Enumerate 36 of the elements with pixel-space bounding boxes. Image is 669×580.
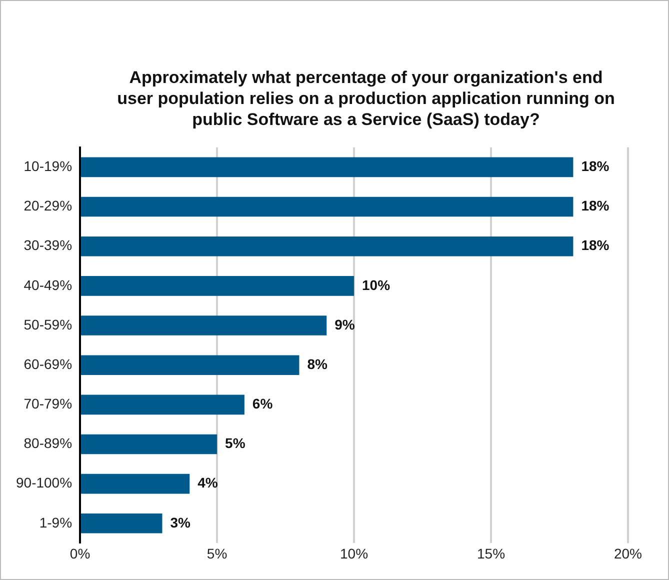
bar bbox=[81, 316, 327, 336]
data-label: 3% bbox=[170, 514, 192, 530]
y-tick-label: 40-49% bbox=[24, 276, 72, 293]
x-tick-label: 5% bbox=[206, 545, 228, 562]
data-label: 4% bbox=[198, 474, 218, 491]
y-tick-label: 10-19% bbox=[24, 158, 72, 174]
data-label: 6% bbox=[252, 396, 274, 412]
y-tick-label: 20-29% bbox=[24, 198, 72, 214]
bar bbox=[81, 434, 218, 454]
data-label: 18% bbox=[581, 237, 610, 254]
bar bbox=[81, 196, 574, 217]
bar bbox=[81, 276, 354, 296]
data-label: 18% bbox=[581, 198, 610, 214]
bar bbox=[81, 157, 574, 178]
bar bbox=[81, 474, 190, 494]
data-label: 18% bbox=[581, 158, 610, 174]
chart-title: Approximately what percentage of your organization's end user population relies on a production application running on public Software as a Service (SaaS) today? bbox=[116, 67, 616, 130]
y-tick-label: 60-69% bbox=[24, 356, 72, 372]
bar bbox=[81, 514, 162, 534]
y-tick-label: 50-59% bbox=[24, 316, 72, 332]
y-tick-label: 1-9% bbox=[39, 514, 72, 530]
data-label: 5% bbox=[225, 435, 246, 452]
data-label: 8% bbox=[307, 356, 328, 372]
x-tick-label: 15% bbox=[476, 545, 506, 562]
x-tick-label: 0% bbox=[70, 545, 90, 562]
data-label: 10% bbox=[362, 276, 391, 293]
y-tick-label: 90-100% bbox=[16, 474, 72, 491]
y-tick-label: 30-39% bbox=[24, 237, 72, 254]
bar bbox=[81, 236, 574, 256]
x-tick-label: 10% bbox=[340, 545, 368, 562]
data-label: 9% bbox=[334, 316, 356, 332]
y-tick-label: 70-79% bbox=[24, 396, 72, 412]
y-tick-label: 80-89% bbox=[24, 435, 72, 452]
bar bbox=[81, 355, 300, 375]
x-tick-label: 20% bbox=[614, 545, 642, 562]
bar bbox=[81, 394, 244, 415]
